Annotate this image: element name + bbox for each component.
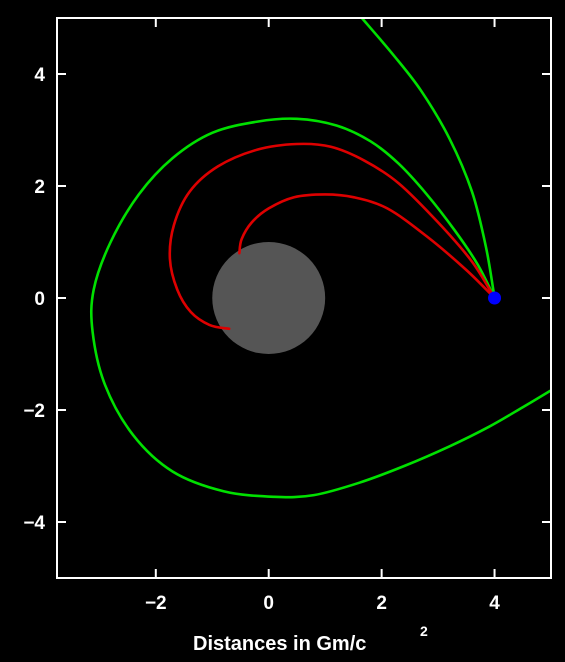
x-axis-title: Distances in Gm/c <box>193 633 366 655</box>
y-tick-label: −4 <box>23 513 45 534</box>
y-tick-label: 4 <box>34 65 45 86</box>
x-axis-title-superscript: 2 <box>420 623 428 639</box>
black-hole-disk <box>212 242 326 354</box>
x-tick-label: −2 <box>145 593 167 614</box>
light-ray-1 <box>360 18 496 300</box>
light-ray-2 <box>90 117 551 499</box>
x-tick-label: 2 <box>376 593 387 614</box>
y-tick-label: 2 <box>34 177 45 198</box>
y-tick-label: −2 <box>23 401 45 422</box>
ticks-layer: −2 0 2 4 4 2 0 −2 −4 <box>23 18 551 614</box>
data-layer <box>90 18 551 499</box>
x-tick-label: 0 <box>263 593 274 614</box>
y-tick-label: 0 <box>34 289 45 310</box>
light-ray-4 <box>238 193 496 300</box>
light-ray-3 <box>168 142 496 331</box>
observer-point <box>488 291 502 305</box>
x-tick-label: 4 <box>489 593 500 614</box>
